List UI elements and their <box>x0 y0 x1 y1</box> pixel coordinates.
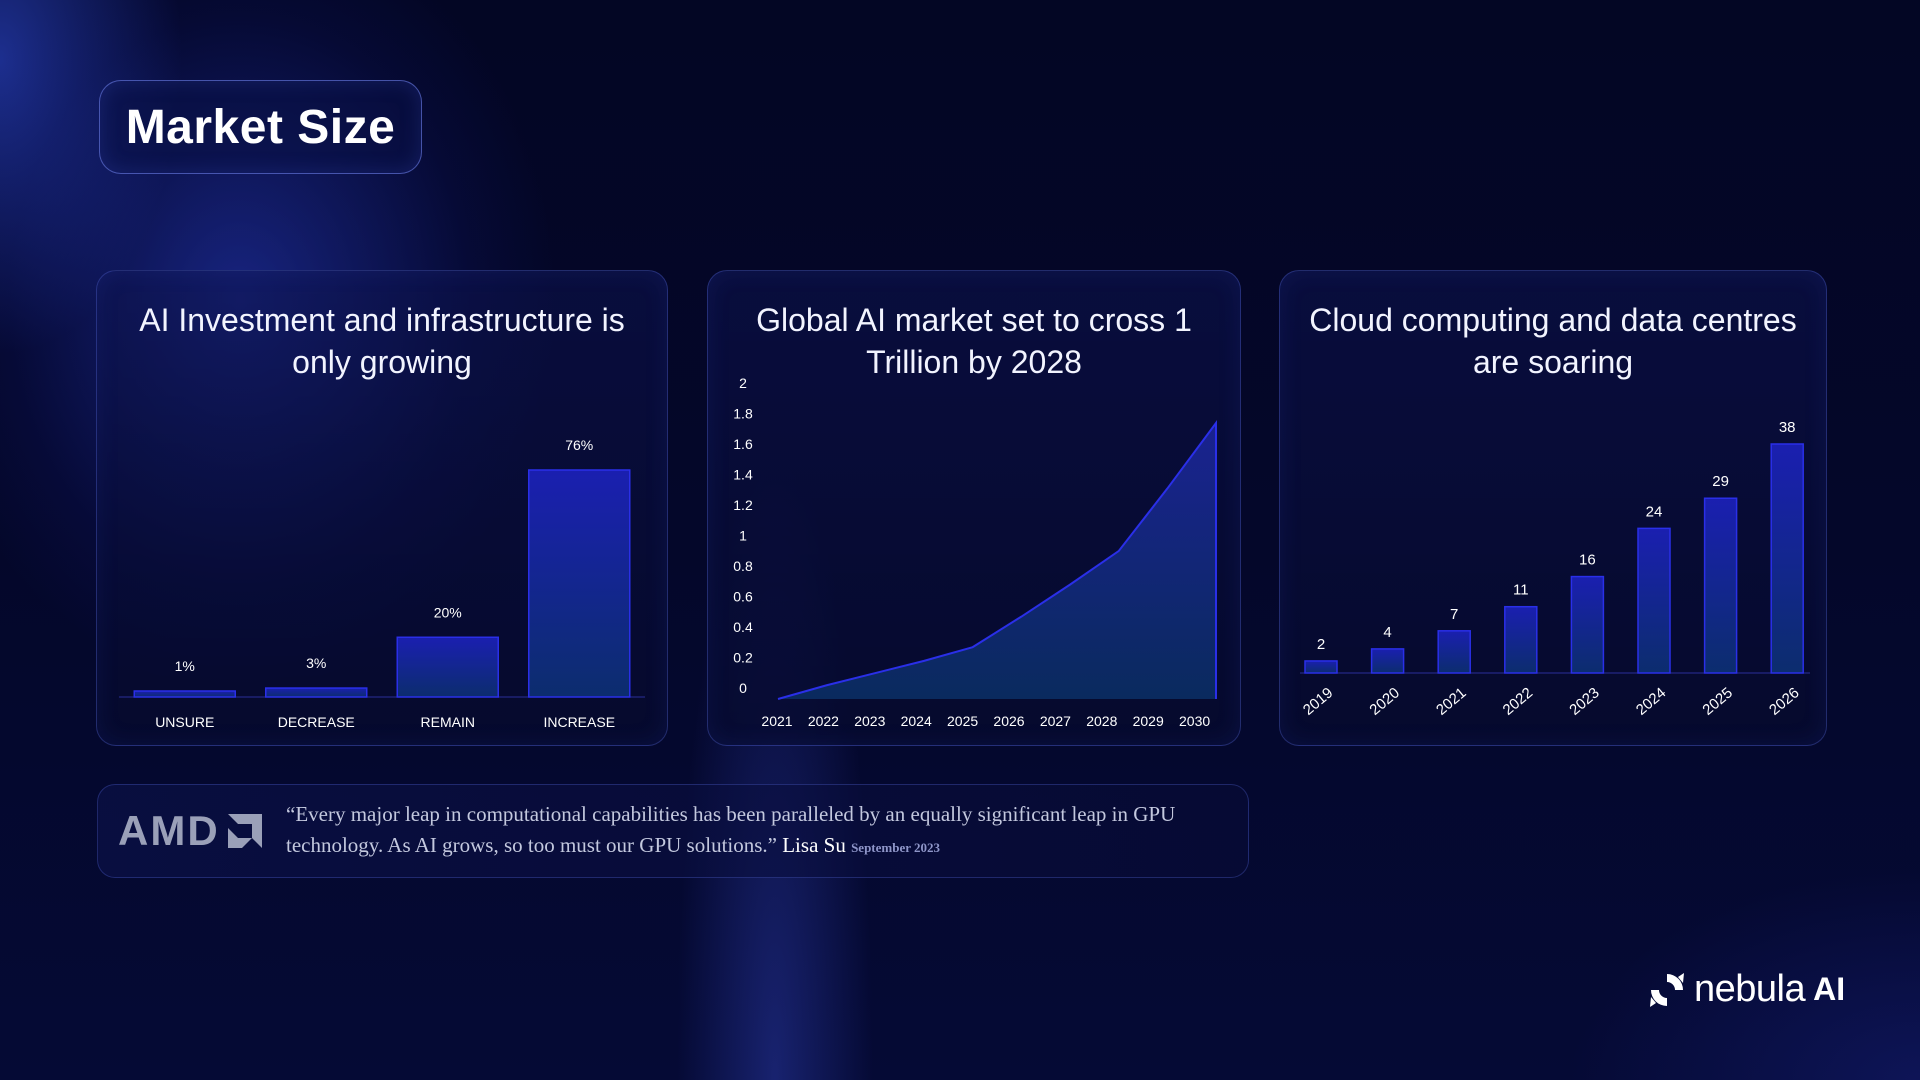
tick-label-2019: 2019 <box>1300 684 1336 718</box>
market-card-title: Global AI market set to cross 1 Trillion… <box>756 302 1192 380</box>
quote-text-block: “Every major leap in computational capab… <box>286 799 1216 863</box>
data-label-2019: 2 <box>1317 636 1325 653</box>
page-title: Market Size <box>99 80 422 174</box>
y-tick-label: 1.6 <box>733 436 753 452</box>
x-tick-label-2022: 2022 <box>808 713 839 729</box>
cloud-bar-chart: 2 2019 4 2020 7 2021 11 2022 16 2023 24 2024 29 2025 3… <box>1300 419 1810 719</box>
quote-date: September 2023 <box>851 840 941 855</box>
y-tick-label: 2 <box>739 375 747 391</box>
brand-suffix: AI <box>1813 971 1846 1007</box>
bar-unsure <box>133 690 236 698</box>
investment-card: AI Investment and infrastructure is only… <box>96 270 668 746</box>
x-tick-label-2023: 2023 <box>854 713 885 729</box>
market-area-chart: 0 0.2 0.4 0.6 0.8 1 1.2 1.4 1.6 1.8 2 2021 2022 2023 2… <box>733 375 1217 729</box>
y-tick-label: 1.8 <box>733 406 753 422</box>
tick-label-decrease: DECREASE <box>278 714 355 730</box>
x-tick-label-2025: 2025 <box>947 713 978 729</box>
data-label-2023: 16 <box>1579 552 1596 569</box>
y-tick-label: 0.4 <box>733 619 753 635</box>
y-tick-label: 0.6 <box>733 589 753 605</box>
y-tick-label: 0.2 <box>733 650 753 666</box>
amd-logo: AMD <box>118 807 262 854</box>
quote-text: “Every major leap in computational capab… <box>286 802 1176 857</box>
tick-label-2023: 2023 <box>1566 684 1602 718</box>
amd-logo-text: AMD <box>118 807 220 854</box>
data-label-2024: 24 <box>1646 503 1663 520</box>
bar-2020 <box>1370 648 1405 674</box>
tick-label-2022: 2022 <box>1500 684 1536 718</box>
investment-card-title: AI Investment and infrastructure is only… <box>139 302 625 380</box>
cloud-card-title: Cloud computing and data centres are soa… <box>1309 302 1797 380</box>
area-fill <box>778 422 1216 699</box>
bar-2021 <box>1437 630 1471 674</box>
quote-author: Lisa Su <box>782 833 846 857</box>
data-label-2022: 11 <box>1513 582 1529 599</box>
tick-label-2025: 2025 <box>1699 684 1735 718</box>
bar-2019 <box>1304 660 1338 674</box>
brand-logo: nebula AI <box>1648 968 1845 1011</box>
data-label-decrease: 3% <box>306 655 326 671</box>
cloud-card: Cloud computing and data centres are soa… <box>1279 270 1827 746</box>
y-tick-label: 1.2 <box>733 497 753 513</box>
data-label-2020: 4 <box>1383 624 1391 641</box>
data-label-2025: 29 <box>1712 473 1729 490</box>
data-label-2021: 7 <box>1450 606 1458 623</box>
data-label-unsure: 1% <box>175 658 195 674</box>
nebula-swirl-icon <box>1650 972 1684 1007</box>
x-tick-label-2026: 2026 <box>993 713 1024 729</box>
investment-bar-chart: 1% UNSURE 3% DECREASE 20% REMAIN 76% INCREASE <box>119 437 645 730</box>
data-label-2026: 38 <box>1779 419 1796 436</box>
bar-2022 <box>1504 605 1538 674</box>
tick-label-increase: INCREASE <box>543 714 615 730</box>
amd-arrow-icon <box>227 814 262 848</box>
x-tick-label-2027: 2027 <box>1040 713 1071 729</box>
bar-increase <box>528 469 631 698</box>
y-tick-label: 0.8 <box>733 558 753 574</box>
brand-name: nebula <box>1694 968 1806 1010</box>
bar-decrease <box>265 687 368 698</box>
x-tick-label-2028: 2028 <box>1086 713 1117 729</box>
tick-label-2024: 2024 <box>1633 684 1669 718</box>
data-label-remain: 20% <box>434 604 462 620</box>
y-tick-label: 1 <box>739 528 747 544</box>
data-label-increase: 76% <box>565 437 593 453</box>
bar-2026 <box>1770 443 1804 674</box>
bar-2025 <box>1703 497 1738 674</box>
tick-label-2026: 2026 <box>1766 684 1802 718</box>
tick-label-unsure: UNSURE <box>155 714 214 730</box>
x-tick-label-2030: 2030 <box>1179 713 1210 729</box>
tick-label-2020: 2020 <box>1366 684 1402 718</box>
x-tick-label-2029: 2029 <box>1133 713 1164 729</box>
area-line <box>777 419 1217 700</box>
x-tick-label-2021: 2021 <box>761 713 792 729</box>
quote-box: AMD “Every major leap in computational c… <box>97 784 1249 878</box>
bar-2023 <box>1570 575 1605 674</box>
y-tick-label: 1.4 <box>733 467 753 483</box>
bar-2024 <box>1637 527 1671 674</box>
bar-remain <box>396 636 499 698</box>
tick-label-remain: REMAIN <box>421 714 475 730</box>
x-tick-label-2024: 2024 <box>901 713 932 729</box>
y-tick-label: 0 <box>739 680 747 696</box>
market-card: Global AI market set to cross 1 Trillion… <box>707 270 1241 746</box>
tick-label-2021: 2021 <box>1433 684 1469 718</box>
